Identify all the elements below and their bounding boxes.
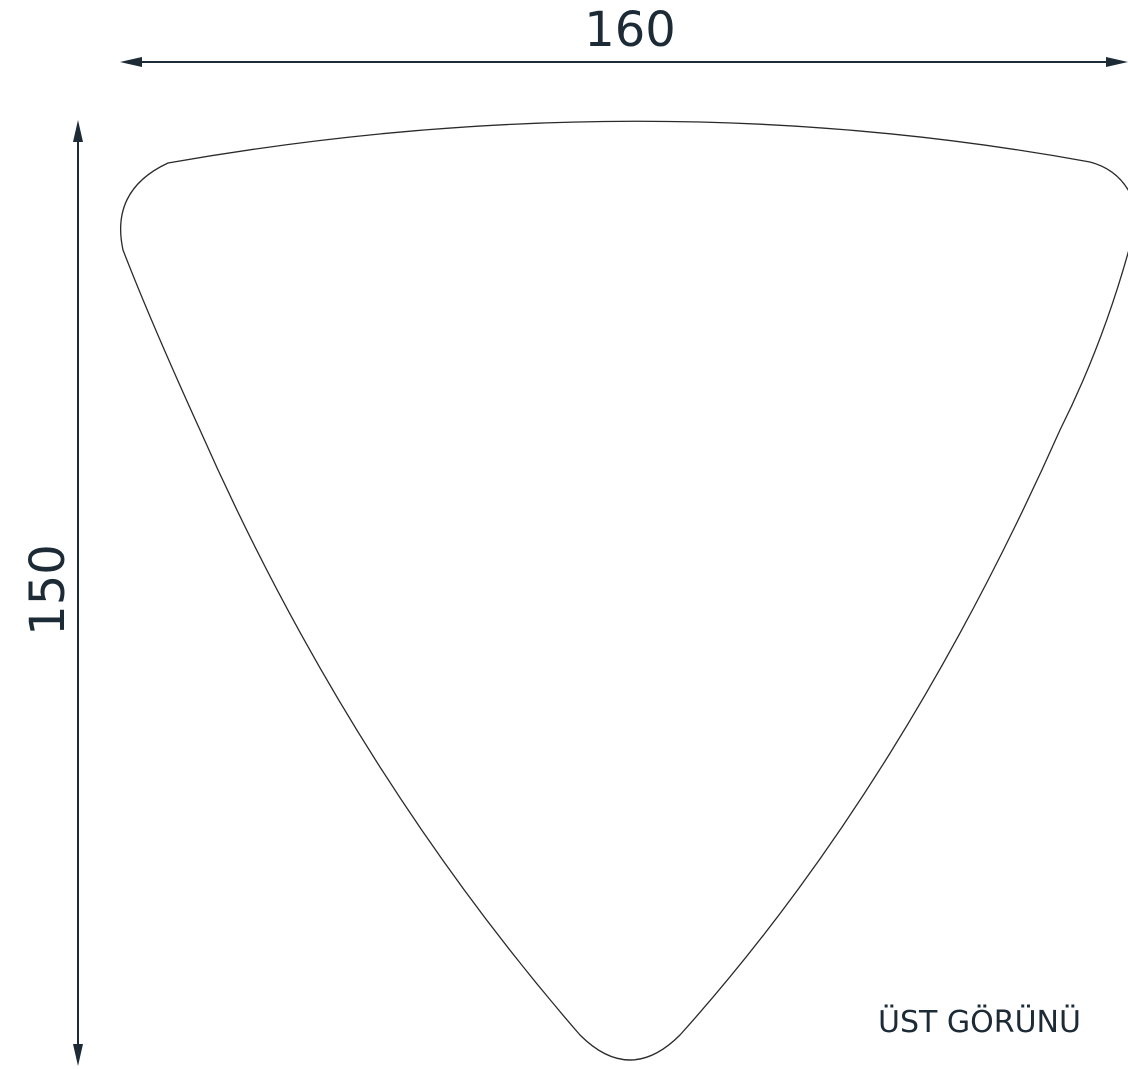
- view-label: ÜST GÖRÜNÜ: [878, 1004, 1081, 1040]
- height-dimension-label: 150: [20, 544, 76, 636]
- width-arrow-right: [1106, 57, 1128, 67]
- tabletop-outline: [119, 120, 1128, 1061]
- height-arrow-top: [73, 120, 83, 142]
- height-arrow-bottom: [73, 1044, 83, 1066]
- height-dimension: 150: [20, 120, 83, 1066]
- width-dimension-label: 160: [584, 2, 676, 58]
- width-arrow-left: [120, 57, 142, 67]
- width-dimension: 160: [120, 2, 1128, 67]
